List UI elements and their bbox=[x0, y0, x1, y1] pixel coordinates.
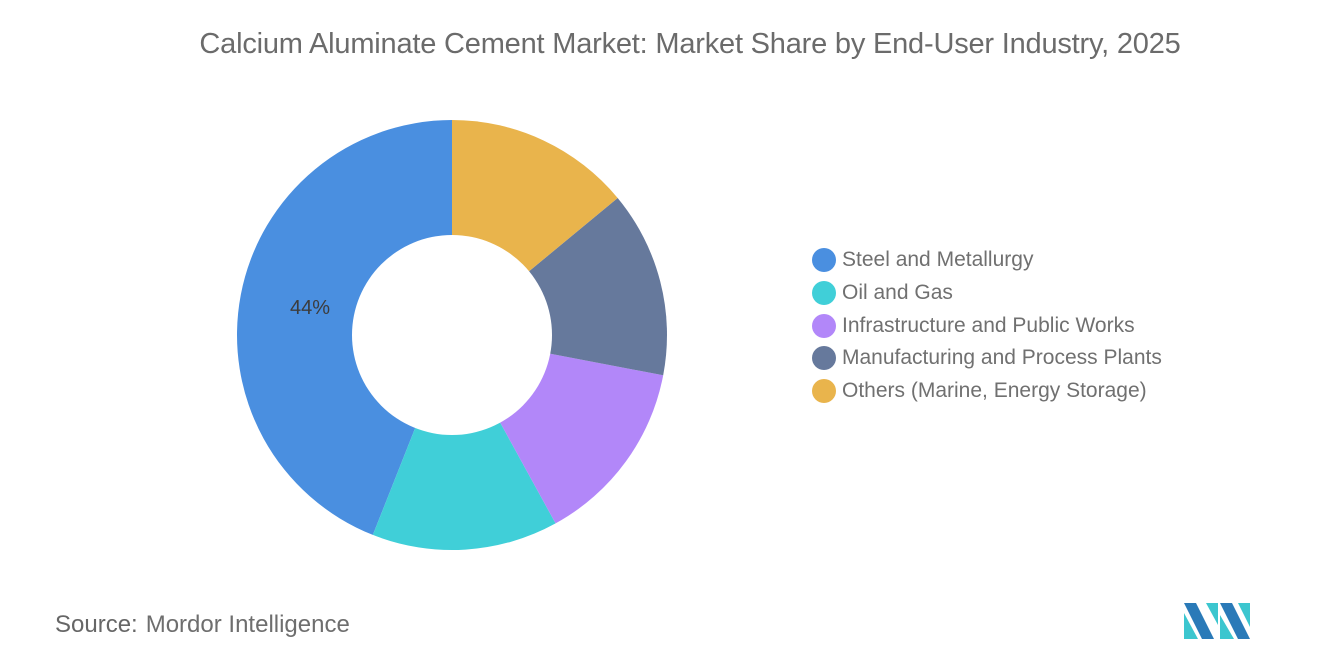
legend-swatch-icon bbox=[812, 379, 836, 404]
donut-hole bbox=[352, 235, 552, 435]
source-note: Source: Mordor Intelligence bbox=[55, 611, 350, 639]
chart-title: Calcium Aluminate Cement Market: Market … bbox=[199, 28, 1181, 60]
legend-label: Infrastructure and Public Works bbox=[842, 313, 1135, 337]
legend-swatch-icon bbox=[812, 248, 836, 273]
legend: Steel and Metallurgy Oil and Gas Infrast… bbox=[812, 244, 1162, 407]
legend-item-oil-gas[interactable]: Oil and Gas bbox=[812, 277, 1162, 310]
legend-label: Oil and Gas bbox=[842, 281, 953, 305]
slice-oil-gas[interactable] bbox=[372, 335, 556, 550]
legend-label: Others (Marine, Energy Storage) bbox=[842, 379, 1147, 403]
legend-item-infrastructure[interactable]: Infrastructure and Public Works bbox=[812, 309, 1162, 342]
legend-swatch-icon bbox=[812, 346, 836, 371]
legend-item-others[interactable]: Others (Marine, Energy Storage) bbox=[812, 375, 1162, 408]
mordor-intelligence-logo-icon bbox=[1184, 603, 1250, 639]
legend-swatch-icon bbox=[812, 313, 836, 338]
source-label: Source: bbox=[55, 611, 138, 638]
legend-label: Steel and Metallurgy bbox=[842, 248, 1034, 272]
slice-steel[interactable] bbox=[237, 120, 452, 535]
legend-item-manufacturing[interactable]: Manufacturing and Process Plants bbox=[812, 342, 1162, 375]
source-value: Mordor Intelligence bbox=[145, 611, 350, 638]
legend-item-steel[interactable]: Steel and Metallurgy bbox=[812, 244, 1162, 277]
legend-label: Manufacturing and Process Plants bbox=[842, 346, 1162, 370]
slice-label-steel: 44% bbox=[290, 297, 330, 319]
legend-swatch-icon bbox=[812, 281, 836, 306]
